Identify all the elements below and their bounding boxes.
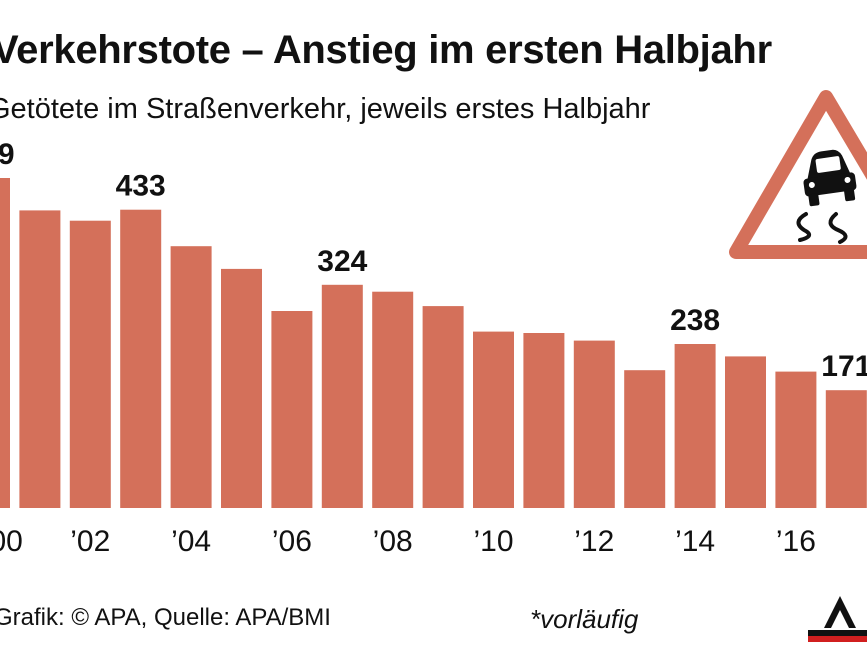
x-axis-ticks: 2000’02’04’06’08’10’12’14’16’18	[0, 525, 816, 558]
bar-2012	[573, 340, 615, 508]
bar-2013	[624, 370, 666, 508]
bar-labels-group: 479433324238171196	[0, 138, 867, 383]
x-tick-label-2002: ’02	[70, 525, 110, 558]
bar-2002	[69, 220, 111, 508]
bar-2007	[321, 284, 363, 508]
bar-2004	[170, 246, 212, 508]
bar-2014	[674, 344, 716, 508]
source-credit: Grafik: © APA, Quelle: APA/BMI	[0, 604, 331, 631]
bar-value-label-2014: 238	[670, 304, 720, 337]
x-tick-label-2012: ’12	[574, 525, 614, 558]
x-tick-label-2008: ’08	[373, 525, 413, 558]
x-tick-label-2016: ’16	[776, 525, 816, 558]
bar-value-label-2007: 324	[317, 245, 367, 278]
x-tick-label-2006: ’06	[272, 525, 312, 558]
bar-2000	[0, 178, 10, 508]
x-tick-label-2000: 2000	[0, 525, 23, 558]
x-tick-label-2014: ’14	[675, 525, 715, 558]
bar-2003	[120, 209, 162, 508]
bar-2011	[523, 333, 565, 508]
x-tick-label-2010: ’10	[473, 525, 513, 558]
preliminary-note: *vorläufig	[530, 604, 639, 634]
bar-2001	[19, 210, 61, 508]
bar-2009	[422, 306, 464, 508]
apa-logo	[808, 596, 867, 642]
bar-2005	[221, 268, 262, 508]
slippery-road-warning-icon	[729, 90, 867, 259]
x-tick-label-2004: ’04	[171, 525, 211, 558]
bar-2008	[372, 291, 414, 508]
bar-2015	[725, 356, 766, 508]
skidding-car-icon	[803, 149, 857, 207]
bar-2010	[473, 331, 514, 508]
bar-value-label-2017: 171	[821, 350, 867, 383]
bar-2016	[775, 371, 817, 508]
bars-group	[0, 178, 867, 508]
chart-subtitle: Getötete im Straßenverkehr, jeweils erst…	[0, 93, 651, 125]
bar-value-label-2003: 433	[116, 170, 166, 203]
bar-2006	[271, 311, 313, 508]
bar-2017	[825, 390, 867, 508]
chart-title: Verkehrstote – Anstieg im ersten Halbjah…	[0, 28, 772, 72]
bar-value-label-2000: 479	[0, 138, 15, 171]
